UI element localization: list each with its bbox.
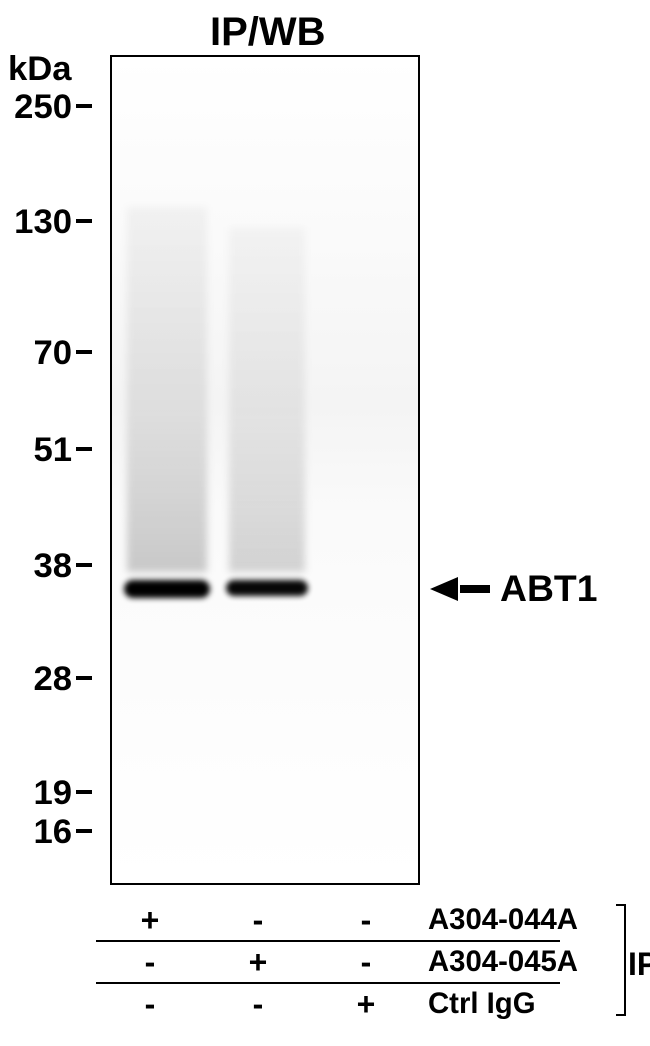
ip-bracket-label: IP	[628, 946, 650, 983]
mw-marker: 28	[0, 660, 92, 699]
ip-antibody-label: Ctrl IgG	[420, 987, 580, 1021]
ip-cell: -	[204, 986, 312, 1023]
mw-marker: 250	[0, 88, 92, 127]
ip-antibody-label: A304-044A	[420, 903, 580, 937]
figure-title: IP/WB	[210, 10, 326, 55]
mw-marker: 51	[0, 431, 92, 470]
protein-band	[226, 580, 308, 596]
blot-membrane	[110, 55, 420, 885]
kda-axis-label: kDa	[8, 50, 72, 89]
ip-cell: +	[96, 902, 204, 939]
ip-cell: +	[312, 986, 420, 1023]
mw-marker: 70	[0, 334, 92, 373]
ip-row: -+-A304-045A	[96, 942, 638, 982]
target-arrow: ABT1	[430, 567, 597, 610]
ip-cell: -	[204, 902, 312, 939]
ip-cell: -	[96, 944, 204, 981]
ip-antibody-label: A304-045A	[420, 945, 580, 979]
ip-row: --+Ctrl IgG	[96, 984, 638, 1024]
mw-marker: 38	[0, 547, 92, 586]
ip-cell: -	[312, 944, 420, 981]
mw-marker: 19	[0, 774, 92, 813]
protein-band	[124, 580, 210, 598]
ip-bracket	[616, 904, 626, 1016]
mw-marker: 130	[0, 203, 92, 242]
ip-cell: -	[312, 902, 420, 939]
ip-cell: -	[96, 986, 204, 1023]
lane-smear	[229, 227, 305, 572]
arrow-head-icon	[430, 577, 458, 601]
target-protein-label: ABT1	[500, 567, 597, 610]
ip-row: +--A304-044A	[96, 900, 638, 940]
western-blot-figure: IP/WB kDa 250130705138281916 ABT1 +--A30…	[0, 0, 650, 1046]
ip-condition-table: +--A304-044A-+-A304-045A--+Ctrl IgG	[96, 900, 638, 1024]
ip-cell: +	[204, 944, 312, 981]
mw-marker: 16	[0, 813, 92, 852]
arrow-line	[460, 585, 490, 593]
lane-smear	[127, 207, 207, 572]
